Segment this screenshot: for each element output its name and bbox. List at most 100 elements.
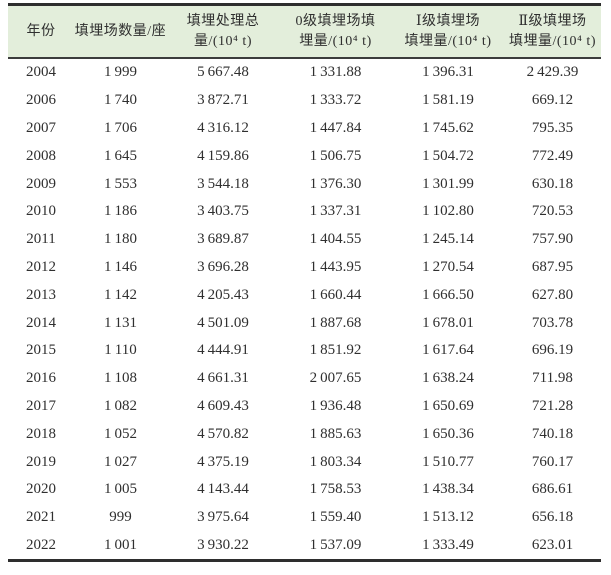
table-cell: 623.01 xyxy=(531,536,574,553)
table-cell: 1 887.68 xyxy=(309,314,362,331)
table-row: 2006 1 740 3 872.71 1 333.72 1 581.19 669.12 xyxy=(8,87,601,115)
table-cell: 2004 xyxy=(26,64,56,81)
table-cell: 3 872.71 xyxy=(197,92,249,109)
table-cell: 1 999 xyxy=(103,64,137,81)
col-header-label-line2: 填埋量/(10⁴ t) xyxy=(404,33,492,49)
col-header-label-line1: 0级填埋场填 xyxy=(295,13,376,29)
table-cell: 4 444.91 xyxy=(197,342,249,359)
table-cell: 1 447.84 xyxy=(309,119,362,136)
table-cell: 1 245.14 xyxy=(422,231,474,248)
table-cell: 4 609.43 xyxy=(197,397,249,414)
table-row: 2018 1 052 4 570.82 1 885.63 1 650.36 740.18 xyxy=(8,420,601,448)
table-row: 2010 1 186 3 403.75 1 337.31 1 102.80 720.53 xyxy=(8,198,601,226)
table-cell: 1 110 xyxy=(104,342,137,359)
table-row: 2013 1 142 4 205.43 1 660.44 1 666.50 627.80 xyxy=(8,281,601,309)
table-cell: 703.78 xyxy=(531,314,574,331)
table-cell: 2012 xyxy=(26,258,56,275)
table-cell: 4 501.09 xyxy=(197,314,249,331)
table-row: 2016 1 108 4 661.31 2 007.65 1 638.24 711.98 xyxy=(8,365,601,393)
table-cell: 2015 xyxy=(26,342,56,359)
table-cell: 1 443.95 xyxy=(309,258,362,275)
table-cell: 1 082 xyxy=(103,397,137,414)
table-cell: 772.49 xyxy=(531,147,574,164)
table-cell: 1 510.77 xyxy=(422,453,474,470)
table-row: 2012 1 146 3 696.28 1 443.95 1 270.54 687.95 xyxy=(8,254,601,282)
table-cell: 687.95 xyxy=(531,258,574,275)
table-row: 2017 1 082 4 609.43 1 936.48 1 650.69 721.28 xyxy=(8,393,601,421)
table-row: 2022 1 001 3 930.22 1 537.09 1 333.49 623.01 xyxy=(8,532,601,561)
table-cell: 1 617.64 xyxy=(422,342,474,359)
table-cell: 1 650.69 xyxy=(422,397,474,414)
table-cell: 2018 xyxy=(26,425,56,442)
table-cell: 1 180 xyxy=(103,231,137,248)
table-cell: 627.80 xyxy=(531,286,574,303)
col-header-label-line1: Ⅱ级填埋场 xyxy=(518,13,587,29)
table-cell: 2006 xyxy=(26,92,56,109)
col-header-label-line1: 填埋处理总 xyxy=(186,13,260,29)
table-cell: 720.53 xyxy=(531,203,574,220)
table-cell: 1 666.50 xyxy=(422,286,474,303)
table-cell: 1 142 xyxy=(103,286,137,303)
table-body: 2004 1 999 5 667.48 1 331.88 1 396.31 2 429.3… xyxy=(8,58,601,561)
table-row: 2019 1 027 4 375.19 1 803.34 1 510.77 760.17 xyxy=(8,448,601,476)
table-cell: 4 375.19 xyxy=(197,453,249,470)
col-header-label-line1: Ⅰ级填埋场 xyxy=(415,13,481,29)
table-cell: 1 131 xyxy=(103,314,137,331)
table-cell: 1 650.36 xyxy=(422,425,474,442)
table-cell: 1 337.31 xyxy=(309,203,362,220)
table-cell: 711.98 xyxy=(532,370,573,387)
table-cell: 1 333.49 xyxy=(422,536,474,553)
table-row: 2008 1 645 4 159.86 1 506.75 1 504.72 772.49 xyxy=(8,142,601,170)
table-cell: 721.28 xyxy=(531,397,574,414)
table-cell: 1 186 xyxy=(103,203,137,220)
landfill-data-table: 年份 填埋场数量/座 填埋处理总 量/(10⁴ t) 0级填埋场填 埋量/(10… xyxy=(8,3,601,563)
table-cell: 1 581.19 xyxy=(422,92,474,109)
table-cell: 2021 xyxy=(26,509,56,526)
table-cell: 3 403.75 xyxy=(197,203,249,220)
col-header-label: 年份 xyxy=(26,23,56,39)
col-header-landfill-count: 填埋场数量/座 xyxy=(74,4,167,59)
table-cell: 1 706 xyxy=(103,119,137,136)
table-cell: 1 745.62 xyxy=(422,119,474,136)
table-cell: 1 803.34 xyxy=(309,453,362,470)
table-cell: 1 559.40 xyxy=(309,509,362,526)
table-header-row: 年份 填埋场数量/座 填埋处理总 量/(10⁴ t) 0级填埋场填 埋量/(10… xyxy=(8,4,601,59)
table-cell: 1 638.24 xyxy=(422,370,474,387)
table-row: 2014 1 131 4 501.09 1 887.68 1 678.01 703.78 xyxy=(8,309,601,337)
table-cell: 2013 xyxy=(26,286,56,303)
col-header-grade0-amount: 0级填埋场填 埋量/(10⁴ t) xyxy=(279,4,392,59)
table-cell: 2019 xyxy=(26,453,56,470)
col-header-label-line2: 填埋量/(10⁴ t) xyxy=(509,33,596,49)
col-header-grade2-amount: Ⅱ级填埋场 填埋量/(10⁴ t) xyxy=(504,4,601,59)
table-cell: 2011 xyxy=(26,231,56,248)
table-cell: 3 975.64 xyxy=(197,509,249,526)
table-row: 2020 1 005 4 143.44 1 758.53 1 438.34 686.61 xyxy=(8,476,601,504)
table-cell: 760.17 xyxy=(531,453,574,470)
table-cell: 795.35 xyxy=(531,119,574,136)
table-cell: 3 544.18 xyxy=(197,175,249,192)
table-cell: 757.90 xyxy=(531,231,574,248)
col-header-label-line2: 埋量/(10⁴ t) xyxy=(299,33,372,49)
table-cell: 1 404.55 xyxy=(309,231,362,248)
table-cell: 1 108 xyxy=(103,370,137,387)
table-cell: 2014 xyxy=(26,314,56,331)
table-cell: 2010 xyxy=(26,203,56,220)
table-cell: 999 xyxy=(109,509,132,526)
table-cell: 4 316.12 xyxy=(197,119,249,136)
table-cell: 4 143.44 xyxy=(197,481,249,498)
table-cell: 2022 xyxy=(26,536,56,553)
table-cell: 1 660.44 xyxy=(309,286,362,303)
table-cell: 1 885.63 xyxy=(309,425,362,442)
table-cell: 4 570.82 xyxy=(197,425,249,442)
table-cell: 1 376.30 xyxy=(309,175,362,192)
table-cell: 3 689.87 xyxy=(197,231,249,248)
table-cell: 1 537.09 xyxy=(309,536,362,553)
table-cell: 1 270.54 xyxy=(422,258,474,275)
table-cell: 1 506.75 xyxy=(309,147,362,164)
col-header-label: 填埋场数量/座 xyxy=(74,23,167,39)
table-cell: 1 005 xyxy=(103,481,137,498)
table-row: 2011 1 180 3 689.87 1 404.55 1 245.14 757.90 xyxy=(8,226,601,254)
table-cell: 669.12 xyxy=(531,92,574,109)
table-cell: 2007 xyxy=(26,119,56,136)
table-cell: 1 678.01 xyxy=(422,314,474,331)
